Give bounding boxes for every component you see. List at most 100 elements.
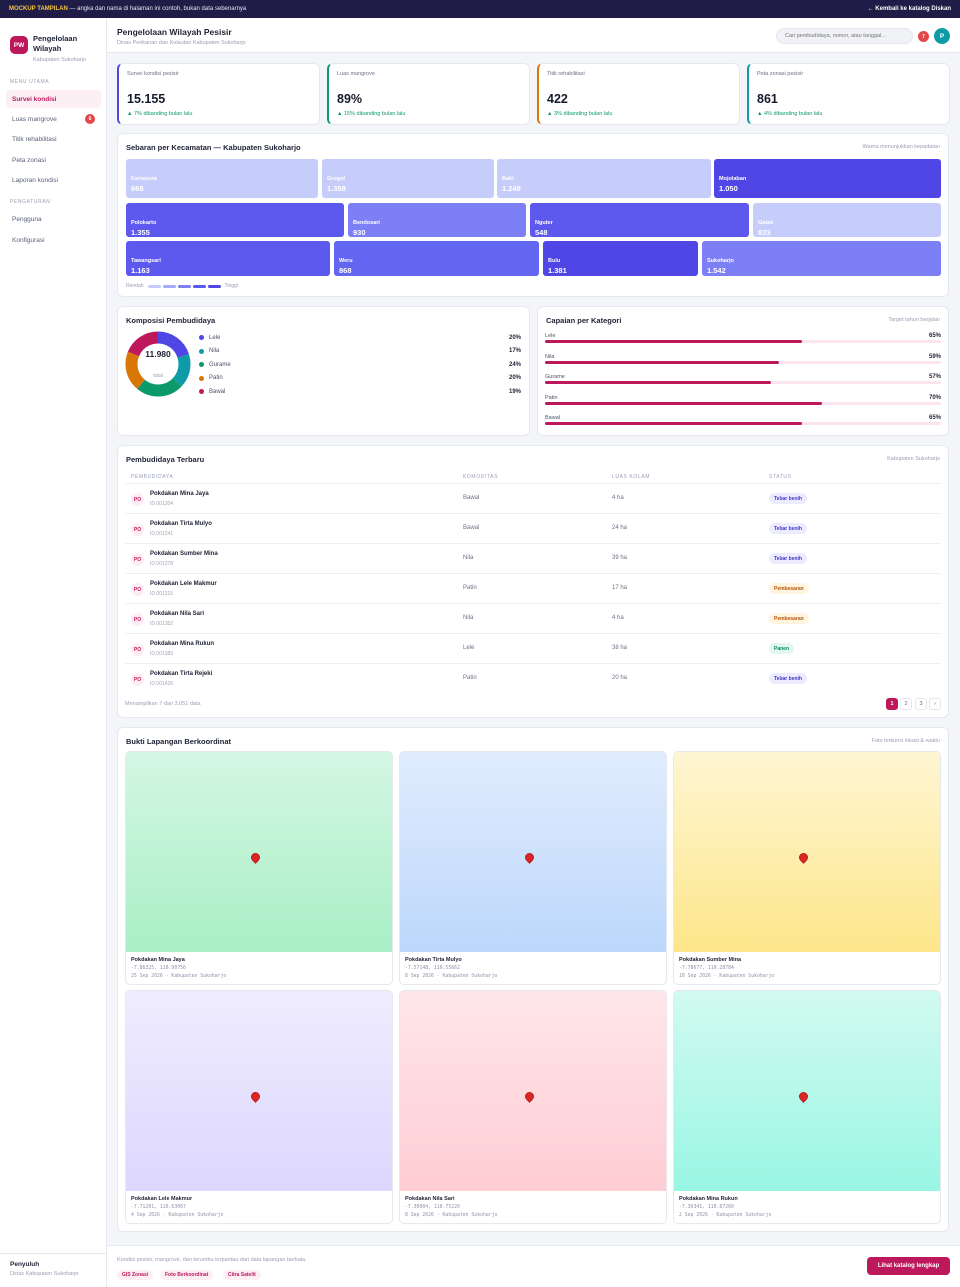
- sidebar-item-pengguna[interactable]: Pengguna: [6, 210, 101, 228]
- treemap-cell-weru[interactable]: Weru 868: [334, 241, 539, 276]
- page-1-button[interactable]: 1: [886, 698, 898, 710]
- progress-fill: [545, 381, 771, 384]
- photo-card[interactable]: Pokdakan Mina Jaya -7.86325, 110.90756 2…: [125, 751, 393, 985]
- sidebar: PW Pengelolaan Wilayah Kabupaten Sukohar…: [0, 18, 107, 1287]
- treemap-cell-gatak[interactable]: Gatak 833: [753, 203, 941, 237]
- table-row[interactable]: PO Pokdakan Mina Rukun ID.001389 Lele 38…: [125, 633, 941, 663]
- notification-badge[interactable]: 7: [918, 31, 929, 42]
- photo-title: Pokdakan Lele Makmur: [131, 1196, 193, 1202]
- progress-fill: [545, 401, 823, 405]
- sidebar-item-survei-kondisi[interactable]: Survei kondisi: [6, 90, 101, 108]
- sidebar-item-label: Pengguna: [12, 215, 42, 223]
- treemap-cell-value: 668: [131, 184, 144, 193]
- commodity: Bawal: [463, 495, 480, 501]
- sidebar-item-label: Luas mangrove: [12, 115, 57, 123]
- treemap-cell-value: 1.248: [502, 184, 521, 193]
- sidebar-item-peta-zonasi[interactable]: Peta zonasi: [6, 151, 101, 169]
- table-row[interactable]: PO Pokdakan Nila Sari ID.001352 Nila 4 h…: [125, 603, 941, 633]
- table-row[interactable]: PO Pokdakan Lele Makmur ID.001315 Patin …: [125, 573, 941, 603]
- column-header-luas-kolam[interactable]: LUAS KOLAM: [612, 474, 650, 480]
- achievement-percent: 65%: [928, 333, 941, 339]
- legend-dot: [199, 389, 204, 394]
- photo-title: Pokdakan Mina Jaya: [131, 957, 185, 963]
- column-header-komoditas[interactable]: KOMODITAS: [463, 474, 499, 480]
- treemap-cell-polokarto[interactable]: Polokarto 1.355: [126, 203, 344, 237]
- donut-slice-nila[interactable]: [125, 331, 191, 397]
- page-title: Pengelolaan Wilayah Pesisir: [117, 27, 232, 37]
- legend-item-bawal: Bawal 19%: [199, 385, 521, 398]
- row-avatar: PO: [131, 673, 144, 686]
- table-row[interactable]: PO Pokdakan Mina Jaya ID.001204 Bawal 4 …: [125, 483, 941, 513]
- treemap-cell-bendosari[interactable]: Bendosari 930: [348, 203, 526, 237]
- treemap-cell-value: 1.358: [327, 184, 346, 193]
- photo-card[interactable]: Pokdakan Tirta Mulyo -7.57148, 110.55662…: [399, 751, 667, 985]
- tag-gis-zonasi[interactable]: GIS Zonasi: [117, 1270, 154, 1280]
- photo-card[interactable]: Pokdakan Lele Makmur -7.71201, 110.63067…: [125, 990, 393, 1224]
- back-to-catalog-link[interactable]: ← Kembali ke katalog Diskan: [867, 6, 951, 12]
- photo-card[interactable]: Pokdakan Nila Sari -7.30004, 110.75220 8…: [399, 990, 667, 1224]
- treemap-title: Sebaran per Kecamatan — Kabupaten Sukoha…: [126, 143, 301, 152]
- column-header-pembudidaya[interactable]: PEMBUDIDAYA: [131, 474, 174, 480]
- photo-title: Pokdakan Nila Sari: [405, 1196, 455, 1202]
- donut-slice-gurame[interactable]: [125, 331, 191, 397]
- treemap-cell-kartasura[interactable]: Kartasura 668: [126, 159, 318, 198]
- achievement-label: Patin: [545, 394, 558, 401]
- sidebar-item-konfigurasi[interactable]: Konfigurasi: [6, 231, 101, 249]
- donut-slice-bawal[interactable]: [125, 331, 191, 397]
- legend-dot: [199, 375, 204, 381]
- treemap-cell-value: 1.355: [131, 228, 150, 237]
- composition-title: Komposisi Pembudidaya: [126, 316, 216, 325]
- page-2-button[interactable]: 2: [900, 698, 912, 710]
- table-row[interactable]: PO Pokdakan Tirta Rejeki ID.001426 Patin…: [125, 663, 941, 693]
- sidebar-item-laporan-kondisi[interactable]: Laporan kondisi: [6, 171, 101, 189]
- user-role: Penyuluh: [10, 1261, 40, 1268]
- column-header-status[interactable]: STATUS: [769, 474, 792, 480]
- view-catalog-button[interactable]: Lihat katalog lengkap: [867, 1257, 950, 1275]
- photo-card[interactable]: Pokdakan Sumber Mina -7.78677, 110.28784…: [673, 751, 941, 985]
- tag-foto-berkoordinat[interactable]: Foto Berkoordinat: [160, 1270, 214, 1280]
- status-badge: Panen: [769, 643, 795, 654]
- sidebar-item-luas-mangrove[interactable]: Luas mangrove 6: [6, 110, 101, 128]
- commodity: Lele: [463, 645, 475, 651]
- table-row[interactable]: PO Pokdakan Sumber Mina ID.001278 Nila 3…: [125, 543, 941, 573]
- commodity: Patin: [463, 675, 477, 681]
- treemap-cell-grogol[interactable]: Grogol 1.358: [322, 159, 494, 198]
- kpi-delta: ▲ 3% dibanding bulan lalu: [547, 111, 613, 117]
- kpi-card-survei: Survei kondisi pesisir 15.155 ▲ 7% diban…: [117, 63, 320, 125]
- treemap-cell-bulu[interactable]: Bulu 1.381: [543, 241, 698, 276]
- photo-coordinates: -7.36341, 110.87260: [679, 1205, 734, 1210]
- kpi-label: Survei kondisi pesisir: [127, 71, 179, 77]
- sidebar-item-titik-rehabilitasi[interactable]: Titik rehabilitasi: [6, 130, 101, 148]
- treemap-cell-nguter[interactable]: Nguter 548: [530, 203, 749, 237]
- field-photo: [126, 752, 392, 952]
- table-row[interactable]: PO Pokdakan Tirta Mulyo ID.001241 Bawal …: [125, 513, 941, 543]
- photo-coordinates: -7.86325, 110.90756: [131, 966, 186, 971]
- table-info: Menampilkan 7 dari 3.051 data: [125, 701, 201, 707]
- treemap-cell-mojolaban[interactable]: Mojolaban 1.050: [714, 159, 941, 198]
- photo-card[interactable]: Pokdakan Mina Rukun -7.36341, 110.87260 …: [673, 990, 941, 1224]
- progress-fill: [545, 360, 779, 364]
- treemap-cell-sukoharjo[interactable]: Sukoharjo 1.542: [702, 241, 941, 276]
- treemap-cell-baki[interactable]: Baki 1.248: [497, 159, 711, 198]
- treemap-cell-tawangsari[interactable]: Tawangsari 1.163: [126, 241, 330, 276]
- brand-title: Pengelolaan Wilayah: [33, 34, 78, 53]
- donut-slice-patin[interactable]: [125, 331, 191, 397]
- search-input[interactable]: [776, 28, 913, 44]
- treemap-cell-name: Nguter: [535, 220, 553, 226]
- farmer-table-card: Pembudidaya Terbaru Kabupaten Sukoharjo: [117, 445, 949, 718]
- field-photo: [126, 991, 392, 1191]
- photos-title: Bukti Lapangan Berkoordinat: [126, 737, 232, 746]
- progress-track: [545, 422, 941, 425]
- achievement-label: Nila: [545, 353, 555, 360]
- tag-citra-satelit[interactable]: Citra Satelit: [223, 1270, 261, 1280]
- photo-coordinates: -7.30004, 110.75220: [405, 1205, 460, 1210]
- legend-label: Lele: [209, 334, 221, 341]
- kpi-delta: ▲ 7% dibanding bulan lalu: [127, 111, 193, 117]
- brand[interactable]: PW Pengelolaan Wilayah Kabupaten Sukohar…: [10, 34, 103, 63]
- photo-coordinates: -7.57148, 110.55662: [405, 966, 460, 971]
- page-3-button[interactable]: 3: [915, 698, 927, 710]
- next-page-button[interactable]: ›: [929, 698, 941, 710]
- page-subtitle: Dinas Perikanan dan Kelautan Kabupaten S…: [117, 40, 246, 46]
- progress-fill: [545, 422, 803, 425]
- avatar[interactable]: P: [934, 28, 950, 44]
